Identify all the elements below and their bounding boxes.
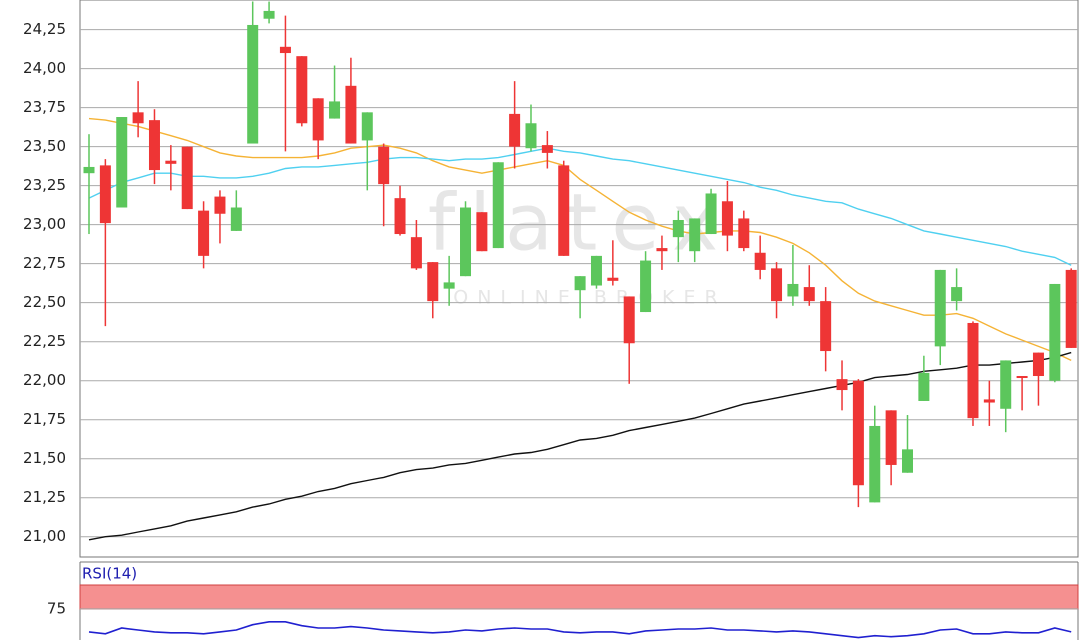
- candle-body: [983, 399, 995, 403]
- moving-average-line: [88, 351, 1072, 541]
- y-tick-label: 23,25: [23, 176, 66, 194]
- candle-body: [263, 10, 275, 19]
- candle-body: [279, 46, 291, 54]
- y-tick-label: 23,00: [23, 215, 66, 233]
- candle-body: [460, 207, 472, 277]
- candle-body: [836, 379, 848, 391]
- y-tick-label: 22,00: [23, 371, 66, 389]
- candle-body: [509, 113, 521, 147]
- candle-body: [198, 210, 210, 256]
- candle-body: [214, 196, 226, 214]
- candle-body: [1016, 376, 1028, 379]
- candle-body: [852, 380, 864, 486]
- watermark: flatex: [428, 178, 732, 268]
- candle-body: [967, 322, 979, 419]
- y-tick-label: 21,75: [23, 410, 66, 428]
- candle-body: [918, 372, 930, 401]
- y-tick-label: 21,50: [23, 449, 66, 467]
- candle-body: [558, 165, 570, 256]
- candle-body: [99, 165, 111, 224]
- candle-body: [132, 112, 144, 124]
- candle-body: [1032, 352, 1044, 377]
- candle-body: [738, 218, 750, 249]
- candle-body: [378, 146, 390, 185]
- y-tick-label: 21,25: [23, 488, 66, 506]
- candle-body: [476, 212, 488, 252]
- candle-body: [640, 260, 652, 313]
- candle-body: [247, 24, 259, 144]
- y-tick-label: 22,25: [23, 332, 66, 350]
- candle-body: [820, 301, 832, 352]
- candle-body: [394, 198, 406, 235]
- candle-body: [181, 146, 193, 210]
- candle-body: [410, 237, 422, 269]
- candle-body: [607, 277, 619, 281]
- candle-body: [1000, 360, 1012, 409]
- y-tick-label: 22,75: [23, 254, 66, 272]
- y-tick-label: 23,75: [23, 98, 66, 116]
- candle-body: [116, 117, 128, 208]
- y-tick-label: 23,50: [23, 137, 66, 155]
- candle-body: [329, 101, 341, 119]
- moving-average-line: [88, 147, 1072, 266]
- y-tick-label: 22,50: [23, 293, 66, 311]
- candle-body: [623, 296, 635, 344]
- candle-body: [525, 123, 537, 149]
- y-tick-label: 24,25: [23, 20, 66, 38]
- candle-body: [312, 98, 324, 141]
- candle-body: [689, 218, 701, 252]
- candle-body: [590, 255, 602, 286]
- candle-body: [345, 85, 357, 144]
- candle-body: [787, 283, 799, 297]
- candle-body: [705, 193, 717, 235]
- rsi-line: [88, 621, 1072, 639]
- candle-body: [427, 262, 439, 302]
- candle-body: [754, 252, 766, 270]
- candle-body: [443, 282, 455, 289]
- candle-body: [1049, 283, 1061, 381]
- y-tick-label: 21,00: [23, 527, 66, 545]
- moving-average-line: [88, 117, 1072, 362]
- candle-body: [1065, 269, 1077, 348]
- y-tick-label: 75: [47, 599, 66, 617]
- watermark-sub: ONLINE BROKER: [453, 287, 726, 309]
- panel-title: RSI(14): [82, 565, 137, 583]
- candle-body: [165, 160, 177, 164]
- overbought-band: [79, 584, 1079, 610]
- candle-body: [492, 162, 504, 249]
- candle-body: [803, 287, 815, 302]
- candle-body: [148, 120, 160, 171]
- candle-body: [83, 166, 95, 174]
- candle-body: [230, 207, 242, 231]
- candle-body: [869, 425, 881, 503]
- candle-body: [656, 248, 668, 252]
- candle-body: [902, 449, 913, 473]
- candle-body: [361, 112, 373, 141]
- candle-body: [951, 287, 963, 302]
- candle-body: [771, 268, 783, 302]
- candle-body: [885, 410, 897, 465]
- candle-body: [721, 201, 733, 236]
- candle-body: [574, 276, 586, 291]
- candle-body: [672, 219, 684, 238]
- candle-body: [934, 269, 946, 347]
- y-tick-label: 24,00: [23, 59, 66, 77]
- candle-body: [541, 145, 553, 153]
- candle-body: [296, 56, 308, 124]
